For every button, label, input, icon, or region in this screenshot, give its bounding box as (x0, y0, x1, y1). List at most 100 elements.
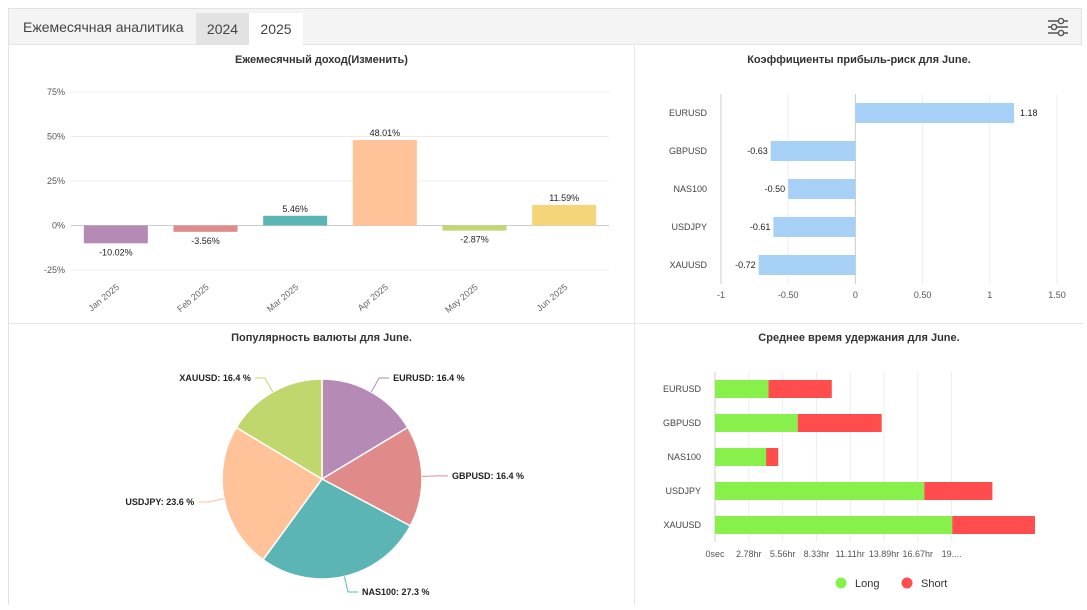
monthly-income-title: Ежемесячный доход(Изменить) (235, 54, 408, 66)
bar (855, 103, 1014, 123)
x-tick-label: 1.50 (1048, 290, 1066, 300)
x-tick-label: Jan 2025 (86, 282, 121, 313)
bar (352, 140, 417, 226)
y-tick-label: GBPUSD (669, 146, 708, 156)
y-tick-label: 75% (47, 87, 65, 97)
x-tick-label: 16.67hr (903, 549, 934, 559)
bar-segment (924, 482, 993, 500)
bar-segment (715, 380, 769, 398)
bar-segment (766, 448, 779, 466)
sliders-icon[interactable] (1047, 16, 1069, 38)
data-label: -0.72 (735, 260, 756, 270)
bar (788, 179, 856, 199)
x-tick-label: May 2025 (443, 282, 480, 315)
data-label: -3.56% (191, 236, 220, 246)
x-tick-label: 0sec (705, 549, 725, 559)
bar-segment (715, 414, 798, 432)
pie-leader-line (370, 377, 390, 393)
x-tick-label: -0.50 (778, 290, 799, 300)
risk-reward-panel: Коэффициенты прибыль-риск для June. -1 -0… (635, 46, 1083, 324)
y-tick-label: NAS100 (673, 184, 707, 194)
risk-reward-title: Коэффициенты прибыль-риск для June. (747, 54, 971, 66)
bar (83, 225, 148, 244)
legend-marker (901, 577, 913, 589)
bar (758, 255, 856, 275)
bar (773, 217, 856, 237)
pie-slice (235, 378, 323, 481)
holding-time-panel: Среднее время удержания для June. 0sec 2.… (635, 324, 1083, 606)
y-tick-label: 0% (52, 221, 65, 231)
legend-label: Long (855, 578, 879, 590)
x-tick-label: 11.11hr (836, 549, 865, 559)
x-tick-label: Mar 2025 (265, 282, 301, 314)
data-label: -2.87% (460, 235, 489, 245)
legend-label: Short (921, 578, 947, 590)
data-label: 5.46% (282, 204, 308, 214)
x-tick-label: -1 (717, 290, 725, 300)
y-tick-label: 25% (47, 176, 65, 186)
currency-popularity-title: Популярность валюты для June. (231, 332, 412, 344)
data-label: 48.01% (370, 128, 401, 138)
tab-2024[interactable]: 2024 (196, 13, 249, 45)
x-tick-label: 19.... (942, 549, 962, 559)
y-tick-label: GBPUSD (663, 418, 702, 428)
tab-2025[interactable]: 2025 (249, 13, 303, 45)
y-tick-label: EURUSD (663, 384, 702, 394)
x-tick-label: 0.50 (914, 290, 932, 300)
analytics-widget: Ежемесячная аналитика 2024 2025 Ежемесяч… (8, 8, 1083, 606)
y-tick-label: USDJPY (671, 222, 707, 232)
data-label: -0.63 (747, 146, 768, 156)
x-tick-label: 2.78hr (736, 549, 762, 559)
risk-reward-chart: -1 -0.50 0 0.50 1 1.50 EURUSD 1.18 GBPUSD -0.63 NA… (669, 94, 1066, 300)
data-label: -10.02% (99, 247, 133, 257)
bar-segment (715, 448, 767, 466)
monthly-income-chart: 75% 50% 25% 0% -25% -10.02% Jan 2025 -3.56% Feb … (44, 87, 609, 315)
pie-label: GBPUSD: 16.4 % (452, 471, 524, 481)
monthly-income-panel: Ежемесячный доход(Изменить) 75% 50% 25% 0% -… (9, 46, 635, 324)
bar-segment (952, 516, 1035, 534)
data-label: -0.50 (765, 184, 786, 194)
currency-popularity-chart: EURUSD: 16.4 % GBPUSD: 16.4 % NAS100: 27.3… (125, 373, 524, 597)
pie-leader-line (198, 498, 225, 503)
legend-marker (835, 577, 847, 589)
data-label: 11.59% (549, 193, 579, 203)
page-title: Ежемесячная аналитика (23, 19, 184, 35)
bar-segment (715, 482, 925, 500)
y-tick-label: USDJPY (665, 486, 701, 496)
pie-slice (321, 378, 409, 481)
x-tick-label: 0 (853, 290, 858, 300)
bar-segment (797, 414, 882, 432)
x-tick-label: 1 (987, 290, 992, 300)
header-bar: Ежемесячная аналитика 2024 2025 (9, 9, 1081, 45)
bar (173, 225, 238, 232)
pie-leader-line (254, 377, 274, 393)
holding-time-title: Среднее время удержания для June. (758, 332, 960, 344)
currency-popularity-panel: Популярность валюты для June. EURUSD: 16… (9, 324, 635, 606)
y-tick-label: 50% (47, 132, 65, 142)
pie-label: USDJPY: 23.6 % (125, 497, 194, 507)
x-tick-label: 8.33hr (804, 549, 830, 559)
bar-segment (768, 380, 832, 398)
y-tick-label: -25% (44, 265, 65, 275)
y-tick-label: NAS100 (667, 452, 701, 462)
y-tick-label: XAUUSD (663, 520, 701, 530)
x-tick-label: Apr 2025 (356, 282, 390, 313)
bar (532, 204, 597, 226)
bar (442, 225, 507, 231)
pie-leader-line (343, 576, 358, 593)
holding-time-chart: 0sec 2.78hr 5.56hr 8.33hr 11.11hr 13.89hr 16.6… (663, 372, 1035, 590)
x-tick-label: Feb 2025 (175, 282, 211, 314)
bar-segment (715, 516, 953, 534)
y-tick-label: XAUUSD (669, 260, 707, 270)
pie-slice (261, 478, 412, 580)
y-tick-label: EURUSD (669, 108, 708, 118)
bar (770, 141, 856, 161)
x-tick-label: Jun 2025 (535, 282, 570, 313)
data-label: 1.18 (1020, 108, 1038, 118)
pie-label: EURUSD: 16.4 % (393, 373, 465, 383)
x-tick-label: 5.56hr (770, 549, 796, 559)
data-label: -0.61 (750, 222, 771, 232)
pie-slice (320, 426, 423, 527)
pie-label: XAUUSD: 16.4 % (179, 373, 251, 383)
pie-label: NAS100: 27.3 % (362, 587, 430, 597)
